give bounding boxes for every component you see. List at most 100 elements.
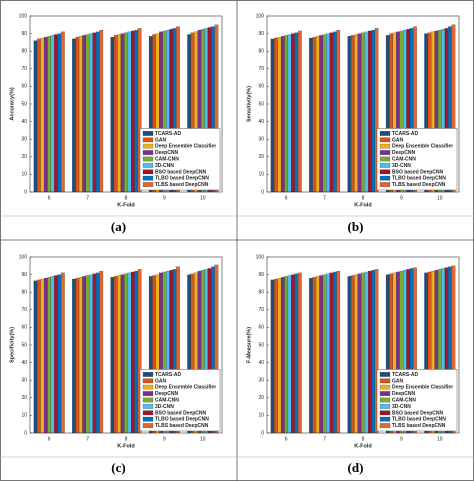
legend-swatch: [142, 163, 154, 168]
bar: [96, 31, 100, 193]
y-tick-label: 20: [258, 395, 264, 401]
y-tick-label: 70: [21, 307, 27, 313]
y-tick-label: 10: [258, 413, 264, 419]
legend-swatch: [142, 131, 154, 136]
plot-frame: [29, 15, 223, 193]
legend-label: DeepCNN: [155, 391, 178, 397]
bar: [113, 35, 118, 193]
x-axis-label: K-Fold: [354, 202, 371, 208]
legend-swatch: [379, 397, 391, 403]
legend-swatch: [142, 372, 154, 377]
bar: [54, 34, 58, 193]
legend-label: TLBS based DeepCNN: [155, 182, 209, 188]
y-tick-label: 90: [258, 272, 264, 278]
legend-label: TLBS based DeepCNN: [392, 182, 446, 188]
bar: [354, 34, 358, 193]
y-tick-label: 20: [21, 395, 27, 401]
bar: [298, 272, 302, 434]
legend-box: [376, 369, 458, 432]
bar: [127, 272, 132, 434]
bar: [294, 32, 299, 193]
legend-swatch: [379, 391, 391, 396]
bar: [127, 31, 132, 193]
bar: [319, 35, 323, 193]
y-tick-label: 20: [21, 154, 27, 160]
legend-label: BSO based DeepCNN: [392, 169, 444, 175]
bar: [270, 279, 275, 434]
bar: [113, 276, 118, 434]
legend-box: [139, 128, 221, 191]
y-tick-label: 80: [258, 49, 264, 55]
legend-swatch: [379, 137, 391, 143]
legend-box: [139, 369, 221, 432]
bar: [40, 37, 45, 193]
legend-swatch: [142, 150, 154, 155]
bar: [309, 37, 313, 193]
bar: [134, 29, 139, 193]
bar: [61, 272, 65, 434]
legend-label: GAN: [155, 378, 167, 384]
x-tick-label: 7: [86, 436, 89, 442]
x-axis-label: K-Fold: [117, 443, 134, 449]
legend-box: [376, 128, 458, 191]
legend-swatch: [142, 182, 154, 187]
legend-swatch: [379, 423, 391, 428]
bar: [92, 273, 97, 434]
legend-label: DeepCNN: [392, 391, 415, 397]
bar: [284, 276, 289, 434]
bar: [336, 29, 341, 193]
bar: [96, 272, 100, 434]
y-tick-label: 80: [21, 290, 27, 296]
bar: [124, 273, 128, 434]
bar: [37, 279, 41, 434]
y-tick-label: 0: [24, 189, 27, 195]
legend-label: 3D-CNN: [392, 404, 411, 410]
bar: [277, 37, 282, 193]
legend-swatch: [379, 182, 391, 187]
legend-label: CAM-CNN: [392, 398, 416, 404]
x-tick-label: 10: [200, 195, 206, 201]
bar: [368, 270, 372, 434]
legend-label: GAN: [155, 137, 167, 143]
legend-swatch: [142, 391, 154, 396]
chart-panel: 0 10 20 30 40 50 60 70 80 90 100 6 7 8 9 10 K-Fold Sensit…: [246, 13, 460, 234]
legend-swatch: [379, 143, 391, 149]
y-tick-label: 70: [258, 66, 264, 72]
bar: [309, 278, 313, 434]
bar: [326, 33, 330, 193]
bar: [291, 33, 295, 193]
bar: [33, 40, 38, 193]
bar: [110, 37, 115, 193]
legend-swatch: [142, 156, 154, 162]
bar: [92, 32, 97, 193]
legend-swatch: [142, 416, 154, 422]
y-tick-label: 20: [258, 154, 264, 160]
bar: [47, 36, 52, 193]
legend-label: TLBO based DeepCNN: [392, 417, 446, 423]
bar: [89, 33, 93, 193]
y-tick-label: 100: [19, 13, 28, 19]
bar: [124, 32, 128, 193]
bar: [57, 33, 62, 193]
x-tick-label: 10: [437, 436, 443, 442]
bar: [120, 33, 125, 193]
bar: [371, 270, 376, 434]
legend-swatch: [142, 384, 154, 390]
legend-label: TLBO based DeepCNN: [155, 417, 209, 423]
legend-swatch: [379, 156, 391, 162]
legend-swatch: [142, 423, 154, 428]
legend-label: TCARS-AD: [155, 372, 181, 378]
x-tick-label: 9: [400, 195, 403, 201]
x-tick-label: 6: [285, 195, 288, 201]
bar: [361, 272, 365, 434]
legend-label: Deep Ensemble Classifier: [392, 385, 453, 391]
legend-swatch: [379, 372, 391, 377]
bar: [364, 31, 369, 193]
legend-swatch: [379, 150, 391, 155]
legend-swatch: [379, 416, 391, 422]
legend-label: 3D-CNN: [155, 404, 174, 410]
y-tick-label: 0: [24, 430, 27, 436]
bar: [361, 32, 365, 193]
